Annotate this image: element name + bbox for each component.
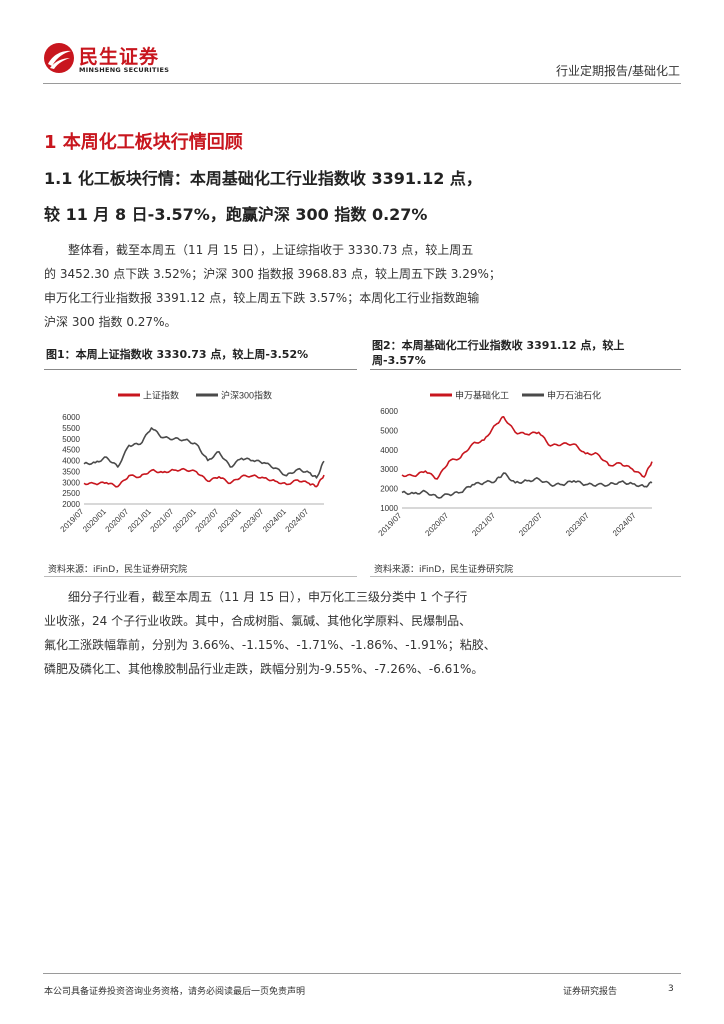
- figure1-top-rule: [44, 369, 357, 370]
- paragraph-line: 的 3452.30 点下跌 3.52%；沪深 300 指数报 3968.83 点…: [44, 267, 501, 281]
- figure2-top-rule: [370, 369, 681, 370]
- figure1-bottom-rule: [44, 576, 357, 577]
- section-heading: 1 本周化工板块行情回顾: [44, 132, 243, 153]
- paragraph-line: 业收涨，24 个子行业收跌。其中，合成树脂、氯碱、其他化学原料、民爆制品、: [44, 614, 472, 628]
- company-logo: 民生证券 MINSHENG SECURITIES: [43, 40, 183, 76]
- x-tick-label: 2023/07: [564, 511, 591, 538]
- x-tick-label: 2022/07: [194, 507, 221, 534]
- paragraph-line: 细分子行业看，截至本周五（11 月 15 日），申万化工三级分类中 1 个子行: [44, 590, 468, 604]
- y-tick-label: 4500: [62, 446, 80, 455]
- y-tick-label: 6000: [62, 413, 80, 422]
- series-line-1: [83, 427, 325, 479]
- series-line-0: [83, 467, 325, 488]
- paragraph-line: 磷肥及磷化工、其他橡胶制品行业走跌，跌幅分别为-9.55%、-7.26%、-6.…: [44, 662, 484, 676]
- x-tick-label: 2022/01: [171, 507, 198, 534]
- x-tick-label: 2020/01: [81, 507, 108, 534]
- figure2-title: 图2：本周基础化工行业指数收 3391.12 点，较上周-3.57%: [372, 339, 625, 367]
- legend-label: 申万基础化工: [455, 390, 509, 401]
- minsheng-logo-icon: [44, 43, 74, 73]
- x-tick-label: 2019/07: [377, 511, 404, 538]
- x-tick-label: 2020/07: [104, 507, 131, 534]
- x-tick-label: 2021/07: [470, 511, 497, 538]
- paragraph-line: 氟化工涨跌幅靠前，分别为 3.66%、-1.15%、-1.71%、-1.86%、…: [44, 638, 496, 652]
- figure2-bottom-rule: [370, 576, 681, 577]
- x-tick-label: 2022/07: [517, 511, 544, 538]
- y-tick-label: 5000: [62, 435, 80, 444]
- x-tick-label: 2024/01: [261, 507, 288, 534]
- legend-label: 沪深300指数: [221, 390, 272, 401]
- subsection-heading-line1: 1.1 化工板块行情：本周基础化工行业指数收 3391.12 点，: [44, 169, 482, 188]
- series-line-1: [401, 472, 653, 499]
- y-tick-label: 5000: [380, 426, 398, 435]
- y-tick-label: 1000: [380, 504, 398, 513]
- x-tick-label: 2021/01: [126, 507, 153, 534]
- legend-label: 上证指数: [143, 390, 179, 401]
- x-tick-label: 2023/01: [216, 507, 243, 534]
- overview-paragraph: 整体看，截至本周五（11 月 15 日），上证综指收于 3330.73 点，较上…: [44, 238, 680, 334]
- y-tick-label: 3500: [62, 467, 80, 476]
- x-tick-label: 2024/07: [284, 507, 311, 534]
- report-category: 行业定期报告/基础化工: [555, 64, 680, 78]
- y-tick-label: 5500: [62, 424, 80, 433]
- subindustry-paragraph: 细分子行业看，截至本周五（11 月 15 日），申万化工三级分类中 1 个子行 …: [44, 585, 680, 681]
- y-tick-label: 6000: [380, 407, 398, 416]
- y-tick-label: 2500: [62, 489, 80, 498]
- logo-text-cn: 民生证券: [79, 46, 160, 68]
- paragraph-line: 整体看，截至本周五（11 月 15 日），上证综指收于 3330.73 点，较上…: [44, 243, 474, 257]
- paragraph-line: 沪深 300 指数 0.27%。: [44, 315, 177, 329]
- y-tick-label: 3000: [380, 465, 398, 474]
- x-tick-label: 2024/07: [611, 511, 638, 538]
- footer-report-type: 证券研究报告: [563, 987, 618, 997]
- figure1-title: 图1：本周上证指数收 3330.73 点，较上周-3.52%: [46, 348, 309, 361]
- legend-label: 申万石油石化: [547, 390, 601, 401]
- paragraph-line: 申万化工行业指数报 3391.12 点，较上周五下跌 3.57%；本周化工行业指…: [44, 291, 480, 305]
- logo-text-en: MINSHENG SECURITIES: [79, 66, 170, 74]
- y-tick-label: 2000: [380, 485, 398, 494]
- header-divider: [43, 83, 681, 84]
- x-tick-label: 2019/07: [59, 507, 86, 534]
- y-tick-label: 4000: [380, 446, 398, 455]
- y-tick-label: 2000: [62, 500, 80, 509]
- y-tick-label: 4000: [62, 457, 80, 466]
- subsection-heading-line2: 较 11 月 8 日-3.57%，跑赢沪深 300 指数 0.27%: [44, 205, 428, 224]
- x-tick-label: 2020/07: [423, 511, 450, 538]
- footer-divider: [43, 973, 681, 974]
- x-tick-label: 2023/07: [239, 507, 266, 534]
- basic-chemical-petro-line-chart: 申万基础化工 申万石油石化 1000 2000 3000 4000 5000 6000 2019…: [377, 390, 653, 538]
- series-line-0: [401, 415, 653, 480]
- x-tick-label: 2021/07: [149, 507, 176, 534]
- page-number: 3: [668, 984, 674, 994]
- figure2-source: 资料来源：iFinD，民生证券研究院: [374, 565, 514, 575]
- footer-disclaimer: 本公司具备证券投资咨询业务资格，请务必阅读最后一页免责声明: [44, 987, 306, 997]
- figure1-source: 资料来源：iFinD，民生证券研究院: [48, 565, 188, 575]
- y-tick-label: 3000: [62, 478, 80, 487]
